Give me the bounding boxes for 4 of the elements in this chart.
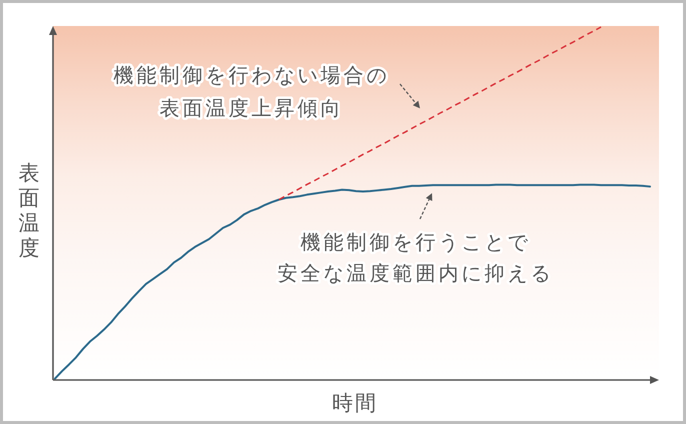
x-axis-title: 時間 <box>332 391 378 415</box>
annotation: 機能制御を行うことで安全な温度範囲内に抑える <box>278 230 554 285</box>
y-axis-title: 表面温度 <box>18 161 40 260</box>
annotation: 機能制御を行わない場合の表面温度上昇傾向 <box>114 63 390 120</box>
